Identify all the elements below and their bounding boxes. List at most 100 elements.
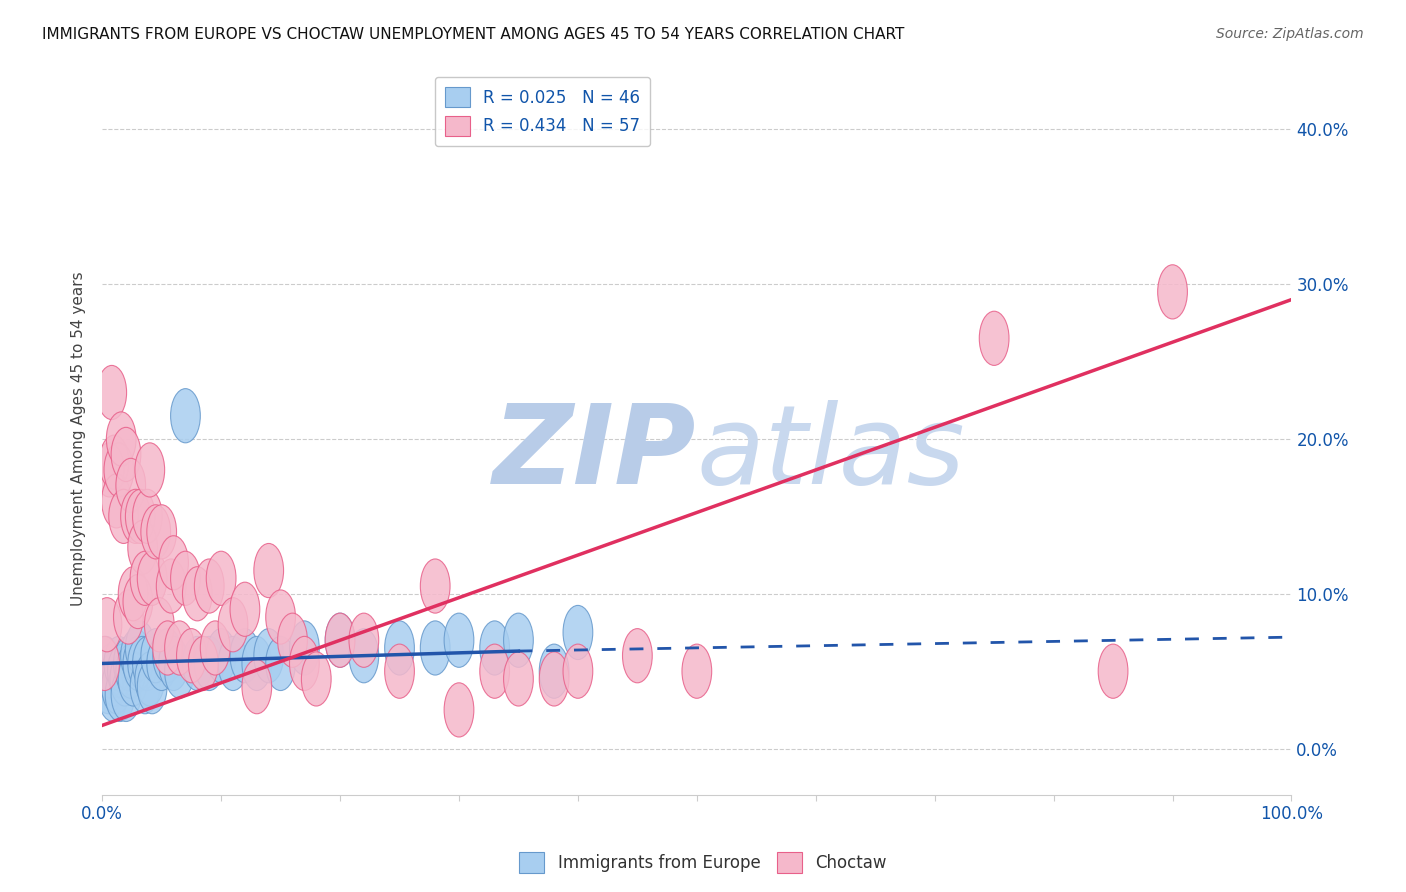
Ellipse shape: [170, 551, 200, 606]
Ellipse shape: [97, 366, 127, 419]
Ellipse shape: [153, 621, 183, 675]
Ellipse shape: [141, 629, 170, 682]
Ellipse shape: [385, 621, 415, 675]
Ellipse shape: [93, 598, 122, 652]
Ellipse shape: [188, 636, 218, 690]
Ellipse shape: [290, 621, 319, 675]
Ellipse shape: [101, 659, 131, 714]
Ellipse shape: [254, 543, 284, 598]
Ellipse shape: [132, 636, 162, 690]
Ellipse shape: [385, 644, 415, 698]
Ellipse shape: [156, 559, 186, 613]
Ellipse shape: [277, 613, 308, 667]
Ellipse shape: [165, 644, 194, 698]
Ellipse shape: [540, 644, 569, 698]
Ellipse shape: [91, 636, 121, 690]
Ellipse shape: [349, 613, 378, 667]
Ellipse shape: [146, 636, 177, 690]
Ellipse shape: [266, 636, 295, 690]
Ellipse shape: [349, 629, 378, 682]
Ellipse shape: [290, 636, 319, 690]
Ellipse shape: [153, 629, 183, 682]
Ellipse shape: [200, 621, 231, 675]
Ellipse shape: [125, 621, 155, 675]
Legend: Immigrants from Europe, Choctaw: Immigrants from Europe, Choctaw: [513, 846, 893, 880]
Ellipse shape: [242, 636, 271, 690]
Ellipse shape: [159, 636, 188, 690]
Ellipse shape: [165, 621, 194, 675]
Ellipse shape: [104, 442, 134, 497]
Ellipse shape: [325, 613, 354, 667]
Ellipse shape: [562, 644, 593, 698]
Ellipse shape: [94, 442, 124, 497]
Ellipse shape: [420, 559, 450, 613]
Ellipse shape: [108, 644, 138, 698]
Ellipse shape: [128, 636, 157, 690]
Ellipse shape: [128, 520, 157, 574]
Text: Source: ZipAtlas.com: Source: ZipAtlas.com: [1216, 27, 1364, 41]
Ellipse shape: [1098, 644, 1128, 698]
Ellipse shape: [93, 659, 122, 714]
Ellipse shape: [444, 682, 474, 737]
Ellipse shape: [266, 590, 295, 644]
Ellipse shape: [122, 636, 153, 690]
Ellipse shape: [108, 490, 138, 543]
Ellipse shape: [114, 636, 143, 690]
Ellipse shape: [207, 629, 236, 682]
Ellipse shape: [159, 536, 188, 590]
Ellipse shape: [420, 621, 450, 675]
Ellipse shape: [122, 574, 153, 629]
Ellipse shape: [183, 636, 212, 690]
Ellipse shape: [90, 636, 120, 690]
Ellipse shape: [104, 636, 134, 690]
Ellipse shape: [562, 606, 593, 659]
Ellipse shape: [135, 442, 165, 497]
Ellipse shape: [121, 629, 150, 682]
Ellipse shape: [254, 629, 284, 682]
Ellipse shape: [131, 659, 160, 714]
Ellipse shape: [146, 505, 177, 559]
Ellipse shape: [145, 598, 174, 652]
Ellipse shape: [101, 474, 131, 528]
Ellipse shape: [479, 644, 509, 698]
Ellipse shape: [135, 652, 165, 706]
Ellipse shape: [100, 652, 129, 706]
Ellipse shape: [121, 490, 150, 543]
Ellipse shape: [138, 551, 167, 606]
Legend: R = 0.025   N = 46, R = 0.434   N = 57: R = 0.025 N = 46, R = 0.434 N = 57: [434, 77, 650, 146]
Ellipse shape: [218, 598, 247, 652]
Ellipse shape: [503, 652, 533, 706]
Ellipse shape: [115, 644, 146, 698]
Ellipse shape: [444, 613, 474, 667]
Ellipse shape: [301, 652, 332, 706]
Ellipse shape: [207, 551, 236, 606]
Ellipse shape: [98, 667, 128, 722]
Ellipse shape: [115, 458, 146, 513]
Ellipse shape: [118, 652, 148, 706]
Ellipse shape: [1157, 265, 1188, 319]
Ellipse shape: [325, 613, 354, 667]
Ellipse shape: [107, 412, 136, 466]
Ellipse shape: [138, 659, 167, 714]
Ellipse shape: [479, 621, 509, 675]
Y-axis label: Unemployment Among Ages 45 to 54 years: Unemployment Among Ages 45 to 54 years: [72, 272, 86, 607]
Ellipse shape: [141, 505, 170, 559]
Ellipse shape: [503, 613, 533, 667]
Ellipse shape: [131, 551, 160, 606]
Ellipse shape: [105, 667, 135, 722]
Ellipse shape: [218, 636, 247, 690]
Text: atlas: atlas: [697, 400, 966, 507]
Ellipse shape: [242, 659, 271, 714]
Ellipse shape: [540, 652, 569, 706]
Ellipse shape: [118, 566, 148, 621]
Ellipse shape: [194, 559, 224, 613]
Ellipse shape: [110, 652, 139, 706]
Ellipse shape: [100, 435, 129, 490]
Ellipse shape: [96, 644, 125, 698]
Ellipse shape: [980, 311, 1010, 366]
Ellipse shape: [125, 490, 155, 543]
Ellipse shape: [177, 629, 207, 682]
Ellipse shape: [170, 389, 200, 442]
Ellipse shape: [231, 629, 260, 682]
Ellipse shape: [111, 427, 141, 482]
